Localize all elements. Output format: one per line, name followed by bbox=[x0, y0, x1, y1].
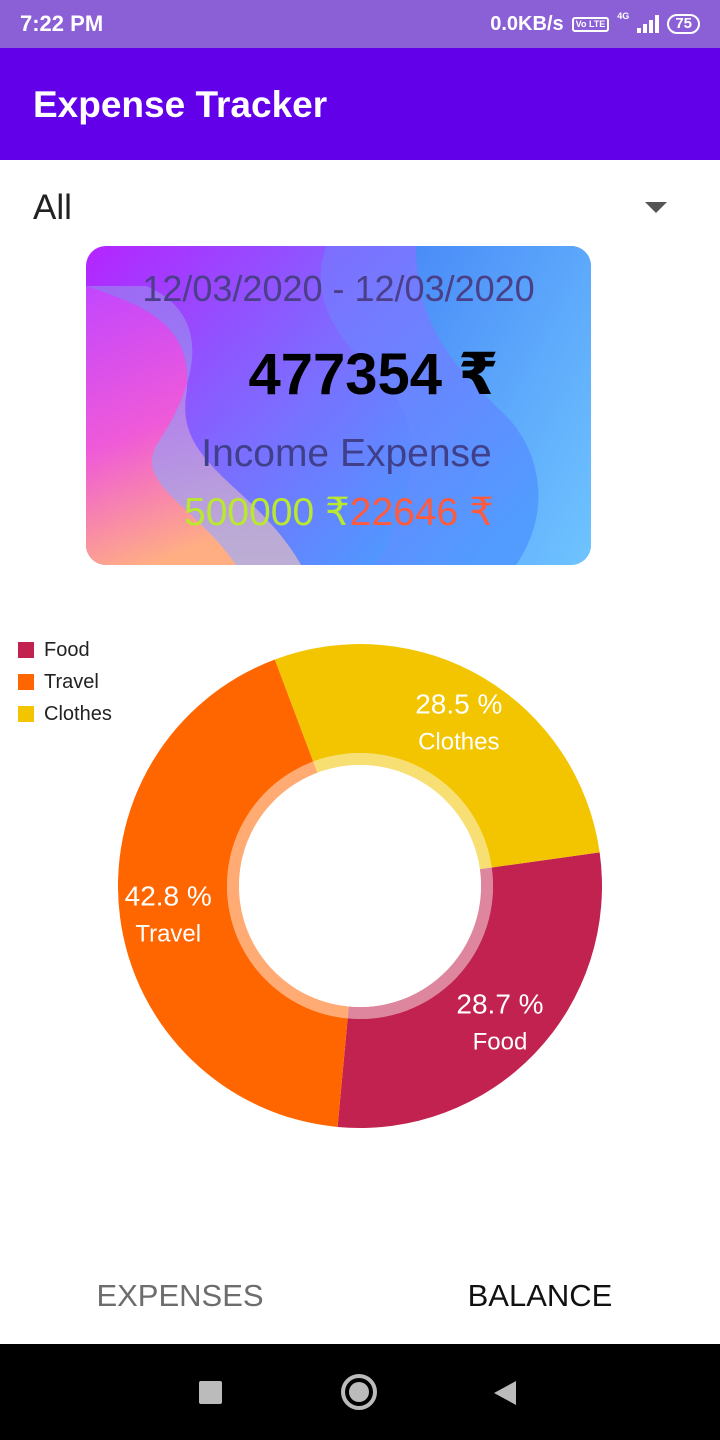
expense-amount: 22646 ₹ bbox=[349, 491, 494, 534]
slice-category-label: Food bbox=[473, 1029, 528, 1056]
slice-travel[interactable] bbox=[118, 659, 348, 1127]
donut-hole bbox=[239, 765, 481, 1007]
inner-ring-travel bbox=[227, 761, 349, 1019]
status-time: 7:22 PM bbox=[20, 11, 104, 36]
slice-category-label: Clothes bbox=[418, 729, 499, 756]
app-title: Expense Tracker bbox=[33, 84, 328, 125]
status-indicators: 0.0KB/s Vo LTE 4G 75 bbox=[490, 10, 700, 38]
income-amount: 500000 ₹ bbox=[184, 491, 350, 534]
dropdown-arrow-icon[interactable] bbox=[645, 202, 667, 213]
legend-label: Clothes bbox=[44, 702, 112, 725]
legend-item-clothes: Clothes bbox=[18, 698, 112, 730]
slice-percent-label: 28.5 % bbox=[415, 689, 502, 720]
recents-button[interactable] bbox=[199, 1381, 222, 1404]
legend-swatch bbox=[18, 706, 34, 722]
slice-category-label: Travel bbox=[135, 921, 201, 948]
income-expense-labels: Income Expense bbox=[201, 432, 492, 475]
tab-expenses[interactable]: EXPENSES bbox=[96, 1278, 264, 1313]
slice-food[interactable] bbox=[337, 852, 602, 1128]
legend-label: Travel bbox=[44, 670, 99, 693]
legend-swatch bbox=[18, 642, 34, 658]
legend-swatch bbox=[18, 674, 34, 690]
battery-icon: 75 bbox=[667, 14, 700, 34]
balance-amount: 477354 ₹ bbox=[248, 342, 499, 407]
volte-icon: Vo LTE bbox=[571, 16, 610, 32]
status-bar: 7:22 PM 0.0KB/s Vo LTE 4G 75 bbox=[0, 0, 720, 48]
network-type: 4G bbox=[617, 11, 630, 21]
signal-icon bbox=[637, 15, 660, 33]
card-background bbox=[86, 246, 591, 565]
category-filter-dropdown[interactable]: All bbox=[0, 172, 720, 242]
balance-summary-card: 12/03/2020 - 12/03/2020 477354 ₹ Income … bbox=[86, 246, 591, 565]
income-expense-amounts: 500000 ₹22646 ₹ bbox=[184, 490, 494, 535]
slice-percent-label: 42.8 % bbox=[125, 881, 212, 912]
legend-item-travel: Travel bbox=[18, 666, 112, 698]
inner-ring-clothes bbox=[313, 753, 492, 870]
network-speed: 0.0KB/s bbox=[490, 12, 564, 35]
slice-percent-label: 28.7 % bbox=[456, 989, 543, 1020]
expense-donut-chart[interactable]: 28.7 % Food 42.8 % Travel 28.5 % Clothes bbox=[0, 600, 720, 1160]
home-button[interactable] bbox=[341, 1374, 377, 1410]
slice-clothes[interactable] bbox=[274, 644, 600, 868]
legend-item-food: Food bbox=[18, 634, 112, 666]
chart-legend: Food Travel Clothes bbox=[18, 634, 112, 730]
bottom-tabs: EXPENSES BALANCE bbox=[0, 1250, 720, 1344]
date-range: 12/03/2020 - 12/03/2020 bbox=[142, 268, 535, 309]
back-button[interactable] bbox=[494, 1381, 516, 1405]
tab-balance[interactable]: BALANCE bbox=[467, 1278, 613, 1313]
dropdown-selected-value: All bbox=[33, 188, 72, 227]
system-nav-bar bbox=[0, 1344, 720, 1440]
legend-label: Food bbox=[44, 638, 90, 661]
app-bar: Expense Tracker bbox=[0, 48, 720, 160]
